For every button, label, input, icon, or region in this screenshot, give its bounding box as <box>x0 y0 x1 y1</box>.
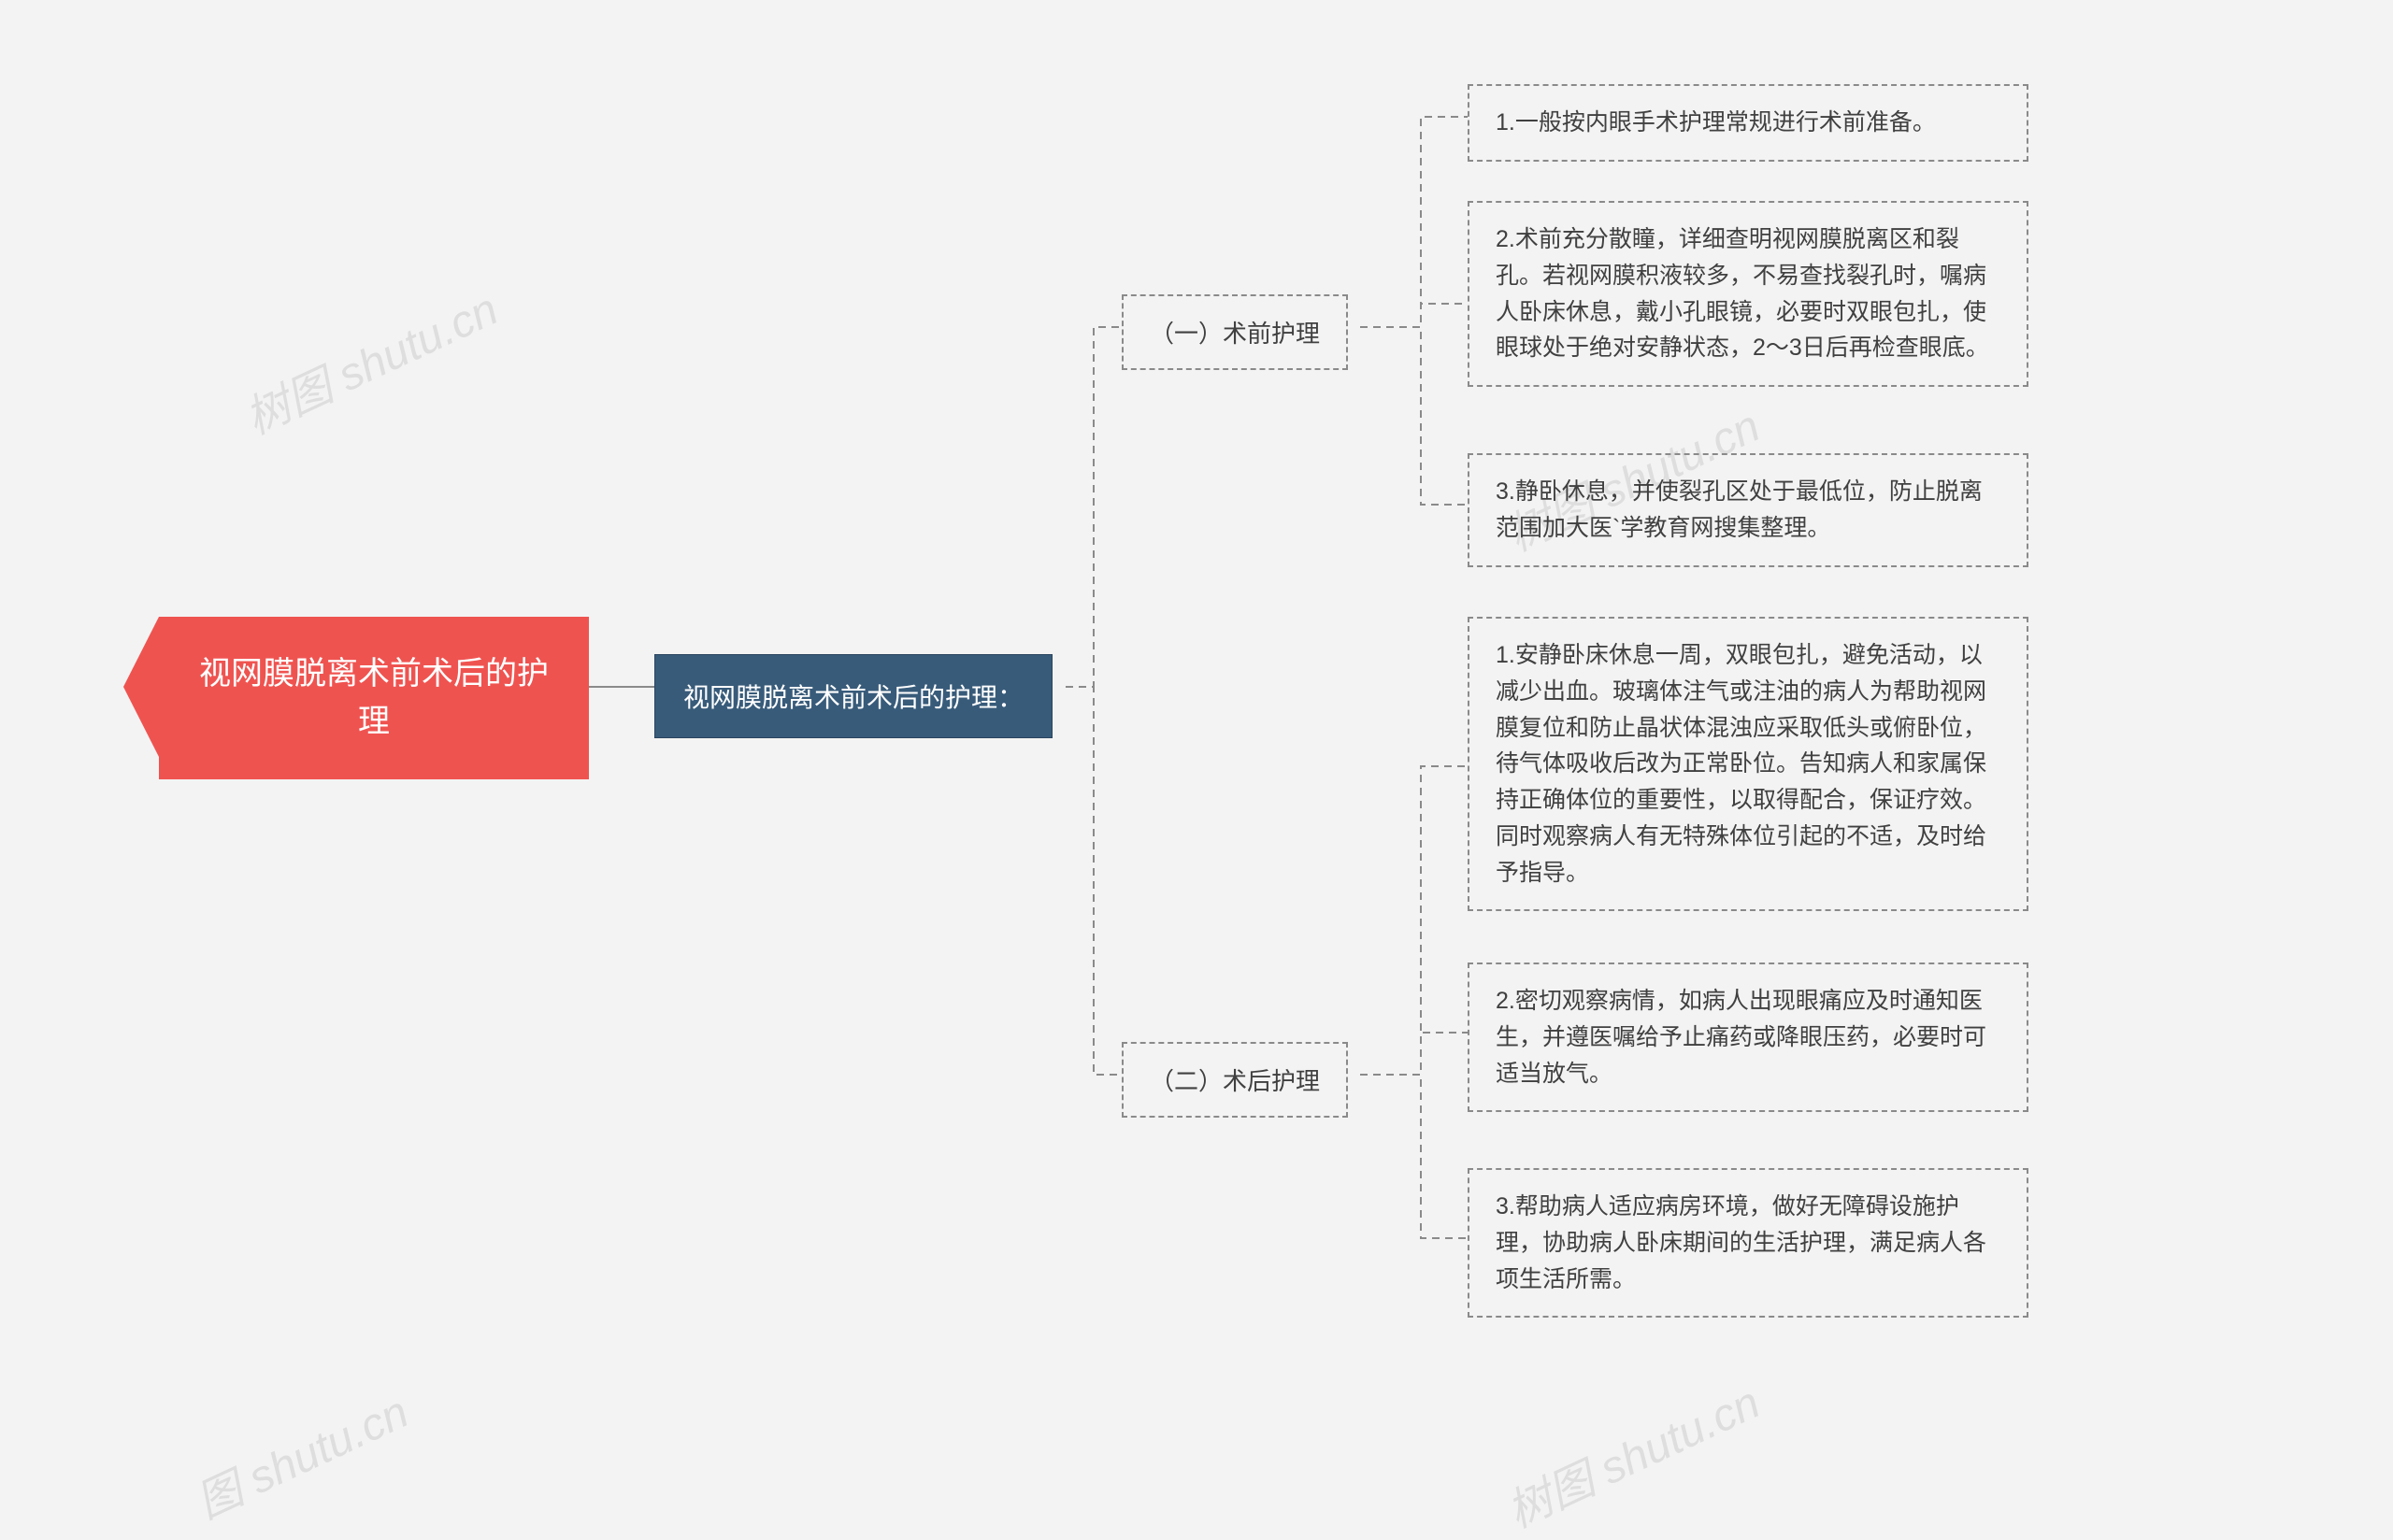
leaf-text: 1.一般按内眼手术护理常规进行术前准备。 <box>1496 109 1936 135</box>
branch-postop[interactable]: （二）术后护理 <box>1122 1042 1348 1118</box>
level1-title: 视网膜脱离术前术后的护理： <box>683 683 1024 712</box>
leaf-postop-3[interactable]: 3.帮助病人适应病房环境，做好无障碍设施护理，协助病人卧床期间的生活护理，满足病… <box>1468 1168 2028 1318</box>
leaf-postop-2[interactable]: 2.密切观察病情，如病人出现眼痛应及时通知医生，并遵医嘱给予止痛药或降眼压药，必… <box>1468 962 2028 1112</box>
watermark: 树图 shutu.cn <box>233 273 507 447</box>
leaf-text: 3.静卧休息，并使裂孔区处于最低位，防止脱离范围加大医`学教育网搜集整理。 <box>1496 478 1983 541</box>
branch-preop[interactable]: （一）术前护理 <box>1122 294 1348 370</box>
leaf-preop-3[interactable]: 3.静卧休息，并使裂孔区处于最低位，防止脱离范围加大医`学教育网搜集整理。 <box>1468 453 2028 567</box>
leaf-preop-2[interactable]: 2.术前充分散瞳，详细查明视网膜脱离区和裂孔。若视网膜积液较多，不易查找裂孔时，… <box>1468 201 2028 387</box>
leaf-postop-1[interactable]: 1.安静卧床休息一周，双眼包扎，避免活动，以减少出血。玻璃体注气或注油的病人为帮… <box>1468 617 2028 911</box>
branch-preop-title: （一）术前护理 <box>1150 320 1320 348</box>
root-node[interactable]: 视网膜脱离术前术后的护理 <box>159 617 589 779</box>
branch-postop-title: （二）术后护理 <box>1150 1067 1320 1095</box>
leaf-text: 3.帮助病人适应病房环境，做好无障碍设施护理，协助病人卧床期间的生活护理，满足病… <box>1496 1193 1986 1292</box>
root-title: 视网膜脱离术前术后的护理 <box>199 656 549 739</box>
leaf-text: 2.术前充分散瞳，详细查明视网膜脱离区和裂孔。若视网膜积液较多，不易查找裂孔时，… <box>1496 226 1989 361</box>
level1-node[interactable]: 视网膜脱离术前术后的护理： <box>654 654 1053 738</box>
leaf-preop-1[interactable]: 1.一般按内眼手术护理常规进行术前准备。 <box>1468 84 2028 162</box>
leaf-text: 2.密切观察病情，如病人出现眼痛应及时通知医生，并遵医嘱给予止痛药或降眼压药，必… <box>1496 988 1986 1087</box>
watermark: 图 shutu.cn <box>184 1376 418 1531</box>
watermark: 树图 shutu.cn <box>1495 1366 1769 1540</box>
leaf-text: 1.安静卧床休息一周，双眼包扎，避免活动，以减少出血。玻璃体注气或注油的病人为帮… <box>1496 642 1986 886</box>
